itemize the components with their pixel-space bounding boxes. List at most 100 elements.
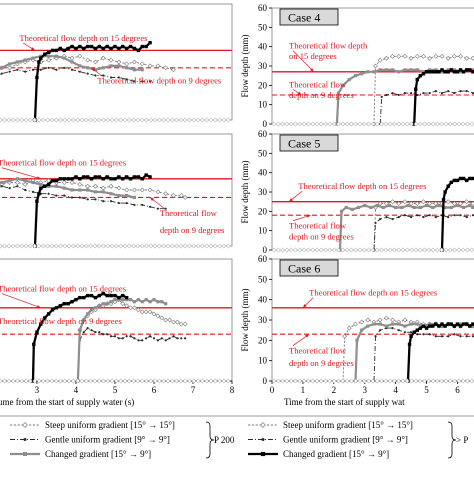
data-point-gentle_p200 [110, 200, 112, 202]
panels: Theoretical flow depth on 15 degreesTheo… [0, 3, 474, 407]
legend-label: Gentle uniform gradient [9° → 9°] [283, 435, 408, 445]
data-point-changed_p [117, 47, 120, 50]
data-point-changed_p [425, 326, 428, 329]
data-point-gentle_p200 [87, 73, 89, 75]
data-point-changed_p200 [70, 60, 73, 63]
data-point-gentle_p200 [133, 337, 135, 339]
data-point-changed_p200 [156, 300, 159, 303]
data-point-changed_p [70, 45, 73, 48]
data-point-changed_p200 [94, 190, 97, 193]
data-point-gentle_p200 [157, 208, 159, 210]
data-point-changed_p [47, 183, 50, 186]
data-point-gentle_p200 [435, 216, 437, 218]
data-point-changed_p200 [397, 70, 400, 73]
data-point-gentle_p200 [149, 206, 151, 208]
data-point-gentle_p200 [9, 71, 11, 73]
y-axis-label: Flow depth (mm) [240, 35, 250, 98]
data-point-gentle_p200 [391, 92, 393, 94]
data-point-changed_p [113, 177, 116, 180]
data-point-changed_p [37, 60, 40, 63]
data-point-gentle_p200 [466, 216, 468, 218]
data-point-changed_p200 [164, 302, 167, 305]
data-point-changed_p200 [94, 306, 97, 309]
data-point-changed_p [105, 294, 108, 297]
y-tick-label: 50 [258, 22, 268, 32]
data-point-changed_p [148, 175, 151, 178]
data-point-gentle_p200 [398, 329, 400, 331]
data-point-changed_p [51, 308, 54, 311]
data-point-gentle_p200 [16, 185, 18, 187]
annotation-text: depth on 9 degrees [289, 231, 354, 241]
x-tick-label: 3 [35, 385, 40, 395]
data-point-changed_p [446, 322, 449, 325]
data-point-changed_p [82, 296, 85, 299]
data-point-gentle_p200 [459, 90, 461, 92]
data-point-changed_p [55, 306, 58, 309]
data-point-gentle_p200 [435, 335, 437, 337]
y-tick-label: 0 [263, 119, 268, 129]
data-point-changed_p200 [394, 206, 397, 209]
data-point-gentle_p200 [48, 67, 50, 69]
data-point-gentle_p200 [102, 200, 104, 202]
annotation-text: Theoretical flow [289, 346, 347, 356]
data-point-changed_p200 [345, 206, 348, 209]
data-point-gentle_p200 [453, 92, 455, 94]
data-point-gentle_p200 [441, 335, 443, 337]
data-point-gentle_p200 [422, 216, 424, 218]
data-point-gentle_p200 [126, 335, 128, 337]
data-point-changed_p [117, 296, 120, 299]
case-label: Case 5 [288, 137, 320, 151]
data-point-changed_p200 [375, 204, 378, 207]
data-point-changed_p [465, 68, 468, 71]
data-point-changed_p [137, 49, 140, 52]
data-point-gentle_p200 [429, 92, 431, 94]
y-tick-label: 60 [258, 129, 268, 139]
data-point-changed_p200 [403, 68, 406, 71]
data-point-gentle_p200 [416, 333, 418, 335]
y-tick-label: 30 [258, 187, 268, 197]
data-point-changed_p [51, 49, 54, 52]
data-point-changed_p [456, 322, 459, 325]
legend: - Steep uniform gradient [15° → 15°]Gent… [0, 416, 474, 474]
data-point-changed_p [431, 70, 434, 73]
data-point-changed_p [125, 296, 128, 299]
data-point-changed_p [63, 177, 66, 180]
data-point-changed_p200 [416, 322, 419, 325]
data-point-changed_p200 [63, 57, 66, 60]
legend-label: Changed gradient [15° → 9°] [283, 449, 389, 459]
data-point-changed_p200 [419, 206, 422, 209]
data-point-changed_p [39, 186, 42, 189]
data-point-changed_p [70, 300, 73, 303]
data-point-changed_p200 [148, 300, 151, 303]
annotation-text: Theoretical flow depth on 9 degrees [0, 316, 122, 326]
data-point-gentle_p200 [410, 216, 412, 218]
data-point-gentle_p200 [71, 69, 73, 71]
data-point-gentle_p200 [87, 327, 89, 329]
data-point-changed_p200 [133, 196, 136, 199]
data-point-changed_p [428, 70, 431, 73]
data-point-changed_p200 [456, 204, 459, 207]
data-point-changed_p [434, 70, 437, 73]
data-point-gentle_p200 [398, 216, 400, 218]
annotation-text: Theoretical flow depth on 9 degrees [97, 76, 222, 86]
data-point-changed_p200 [102, 302, 105, 305]
data-point-gentle_p200 [32, 191, 34, 193]
data-point-changed_p200 [86, 66, 89, 69]
legend-marker-gentle_p200 [24, 438, 27, 441]
x-tick-label: 4 [74, 385, 79, 395]
data-point-changed_p [137, 175, 140, 178]
legend-marker-changed_p [261, 452, 265, 456]
data-point-gentle_p200 [466, 335, 468, 337]
data-point-changed_p200 [113, 298, 116, 301]
data-point-gentle_p200 [157, 339, 159, 341]
data-point-gentle_p200 [422, 333, 424, 335]
data-point-gentle_p200 [385, 216, 387, 218]
legend-marker-changed_p200 [23, 452, 27, 456]
data-point-changed_p200 [406, 204, 409, 207]
data-point-changed_p [450, 322, 453, 325]
data-point-changed_p [125, 47, 128, 50]
data-point-changed_p200 [363, 204, 366, 207]
data-point-gentle_p200 [40, 69, 42, 71]
